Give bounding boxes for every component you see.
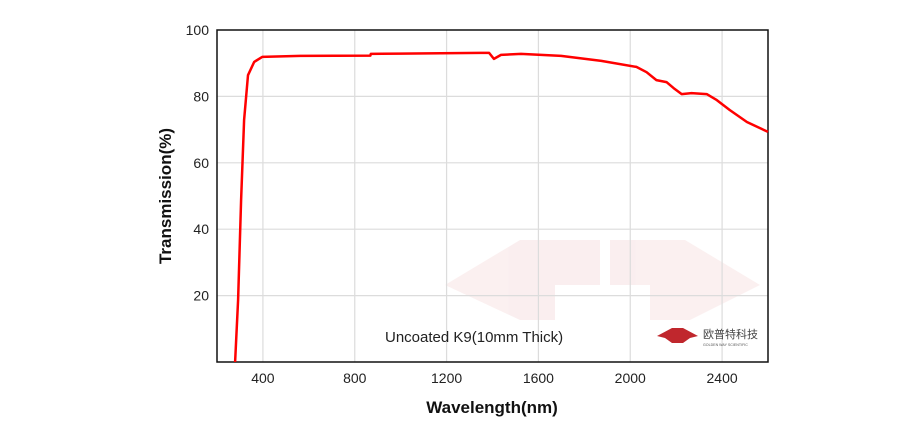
logo: 欧普特科技 GOLDEN WAY SCIENTIFIC (657, 327, 758, 347)
transmission-line (233, 51, 769, 363)
y-tick-label: 20 (193, 288, 209, 304)
grid (217, 30, 768, 362)
y-tick-label: 100 (186, 22, 210, 38)
logo-text-en: GOLDEN WAY SCIENTIFIC (703, 343, 748, 347)
x-tick-label: 1600 (523, 370, 554, 386)
x-tick-label: 2000 (615, 370, 646, 386)
watermark-logo (445, 240, 760, 320)
y-tick-label: 40 (193, 221, 209, 237)
x-tick-label: 400 (251, 370, 275, 386)
annotation: Uncoated K9(10mm Thick) (385, 329, 563, 346)
y-axis-label: Transmission(%) (156, 128, 175, 264)
y-tick-label: 60 (193, 155, 209, 171)
logo-text-cn: 欧普特科技 (703, 327, 758, 341)
x-tick-label: 1200 (431, 370, 462, 386)
x-tick-label: 800 (343, 370, 367, 386)
plot-frame (216, 29, 769, 363)
x-tick-label: 2400 (707, 370, 738, 386)
logo-mark-right (677, 328, 698, 343)
logo-mark-left (657, 328, 678, 343)
y-tick-label: 80 (193, 88, 209, 104)
x-axis-label: Wavelength(nm) (426, 398, 558, 417)
